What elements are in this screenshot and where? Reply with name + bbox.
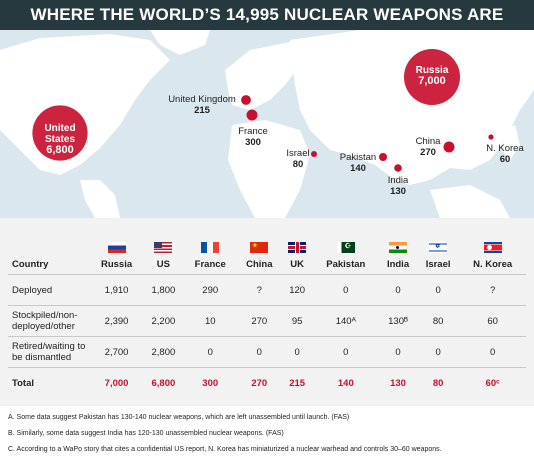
footnote-b: B. Similarly, some data suggest India ha… [8,430,284,437]
table-cell: 2,390 [90,305,144,337]
col-france: France [184,226,237,275]
city-label-china: China 270 [415,136,441,158]
footnote-c: C. According to a WaPo story that cites … [8,446,442,453]
uk-flag-icon [288,242,307,253]
bubble-label-russia: Russia 7,000 [415,65,449,87]
france-flag-icon [201,242,220,253]
city-label-france: France 300 [238,126,268,148]
table-cell: ? [459,274,526,306]
table-cell: 120 [281,274,313,306]
table-cell: 80 [416,305,460,337]
weapons-table-panel: Country Russia US France ★ China UK ☪ Paki… [0,218,534,406]
table-cell: 215 [281,367,313,398]
col-north-korea: N. Korea [459,226,526,275]
world-map: United States 6,800 Russia 7,000 United Ki… [0,30,534,218]
bubble-china [443,141,455,153]
table-cell: 80 [416,367,460,398]
bubble-france [246,109,258,121]
col-us: US [143,226,184,275]
china-flag-icon: ★ [250,242,269,253]
col-uk: UK [282,226,313,275]
table-cell: ? [236,274,282,306]
japan-shape [502,125,520,160]
table-cell: 0 [281,336,313,368]
table-cell: 290 [183,274,237,306]
table-header-row: Country Russia US France ★ China UK ☪ Paki… [8,226,526,275]
row-label: Stockpiled/non-deployed/other [8,305,90,337]
city-label-uk: United Kingdom 215 [168,94,236,116]
table-cell: 2,200 [143,305,184,337]
footnotes: A. Some data suggest Pakistan has 130-14… [0,406,534,462]
table-cell: 0 [416,336,460,368]
table-cell: 1,800 [143,274,184,306]
table-cell: 270 [236,367,282,398]
row-label: Total [8,367,90,398]
col-russia: Russia [90,226,143,275]
table-cell: 130 [379,367,417,398]
table-cell: 300 [183,367,237,398]
col-india: India [379,226,417,275]
table-cell: 0 [416,274,460,306]
table-cell: 0 [312,274,380,306]
russia-flag-icon [107,242,126,253]
table-cell: 60 [459,305,526,337]
city-label-india: India 130 [387,175,409,197]
table-cell: 270 [236,305,282,337]
table-cell: 10 [183,305,237,337]
table-cell: 0 [236,336,282,368]
israel-flag-icon: ✡ [429,242,448,253]
col-china: ★ China [246,242,273,270]
north-korea-flag-icon [483,242,502,253]
col-israel: ✡ Israel [425,242,451,270]
city-label-north-korea: N. Korea 60 [486,143,524,165]
table-cell: 7,000 [90,367,144,398]
table-cell: 2,800 [143,336,184,368]
bubble-india [394,164,402,172]
greenland-shape [150,30,210,55]
asia-shape [290,30,534,185]
table-row: Retired/waiting to be dismantled 2,700 2,8… [8,336,526,368]
city-label-pakistan: Pakistan 140 [339,152,377,174]
bubble-label-united-states: United States 6,800 [44,123,76,156]
city-label-israel: Israel 80 [286,148,310,170]
row-label: Retired/waiting to be dismantled [8,336,90,368]
table-cell: 140ᴬ [312,305,380,337]
col-pakistan: ☪ Pakistan [326,242,366,270]
row-label: Deployed [8,274,90,306]
table-cell: 60ᶜ [459,367,526,398]
table-cell: 0 [312,336,380,368]
southeast-asia-shape [430,185,510,218]
bubble-russia [404,49,460,105]
india-flag-icon [389,242,408,253]
bubble-united-states [32,105,88,161]
table-cell: 6,800 [143,367,184,398]
table-row: Total 7,000 6,800 300 270 215 140 130 80 60ᶜ [8,367,526,398]
table-row: Deployed 1,910 1,800 290? 120 0 0 0? [8,274,526,306]
bubble-n-korea [488,134,494,140]
table-body: Deployed 1,910 1,800 290? 120 0 0 0? Stockpiled/… [8,274,526,398]
table-row: Stockpiled/non-deployed/other 2,390 2,200 1… [8,305,526,337]
table-cell: 0 [379,336,417,368]
table-cell: 140 [312,367,380,398]
table-cell: 0 [183,336,237,368]
bubble-layer [32,49,494,172]
bubble-israel [311,151,317,157]
table-cell: 1,910 [90,274,144,306]
us-flag-icon [154,242,173,253]
pakistan-flag-icon: ☪ [336,242,355,253]
page-title: WHERE THE WORLD’S 14,995 NUCLEAR WEAPONS… [0,0,534,30]
bubble-united-kingdom [241,95,251,105]
table-cell: 130ᴮ [379,305,417,337]
weapons-table: Country Russia US France ★ China UK ☪ Paki… [8,226,526,398]
table-cell: 95 [281,305,313,337]
central-america-shape [80,180,120,218]
africa-shape [228,120,310,218]
bubble-pakistan [379,153,387,161]
table-cell: 2,700 [90,336,144,368]
footnote-a: A. Some data suggest Pakistan has 130-14… [8,414,350,421]
country-header: Country [12,259,49,270]
table-cell: 0 [379,274,417,306]
europe-shape [225,42,300,110]
table-cell: 0 [459,336,526,368]
